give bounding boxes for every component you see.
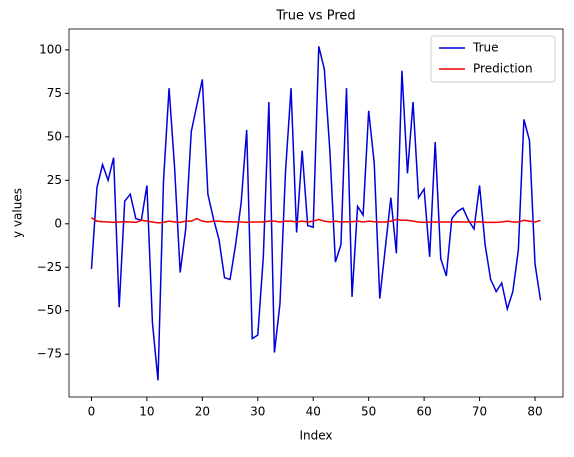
x-tick-label: 0 bbox=[88, 405, 96, 419]
y-tick-label: −75 bbox=[37, 347, 62, 361]
x-tick-label: 20 bbox=[195, 405, 210, 419]
x-tick-label: 10 bbox=[139, 405, 154, 419]
data-line bbox=[91, 217, 541, 224]
y-axis-label: y values bbox=[11, 188, 25, 238]
y-tick-label: −50 bbox=[37, 303, 62, 317]
x-tick-label: 70 bbox=[472, 405, 487, 419]
y-tick-label: 75 bbox=[47, 86, 62, 100]
y-tick-label: 0 bbox=[54, 216, 62, 230]
x-axis-label: Index bbox=[299, 429, 332, 443]
y-tick-label: 25 bbox=[47, 173, 62, 187]
chart-title: True vs Pred bbox=[275, 9, 355, 24]
y-tick-label: 50 bbox=[47, 129, 62, 143]
plot-frame bbox=[68, 28, 564, 398]
x-tick-label: 40 bbox=[306, 405, 321, 419]
x-tick-label: 30 bbox=[250, 405, 265, 419]
legend-label: Prediction bbox=[473, 62, 533, 76]
x-tick-label: 50 bbox=[361, 405, 376, 419]
y-tick-label: 100 bbox=[39, 42, 62, 56]
x-tick-label: 60 bbox=[416, 405, 431, 419]
x-tick-label: 80 bbox=[527, 405, 542, 419]
y-tick-label: −25 bbox=[37, 260, 62, 274]
legend-label: True bbox=[472, 41, 499, 55]
data-line bbox=[90, 46, 542, 381]
